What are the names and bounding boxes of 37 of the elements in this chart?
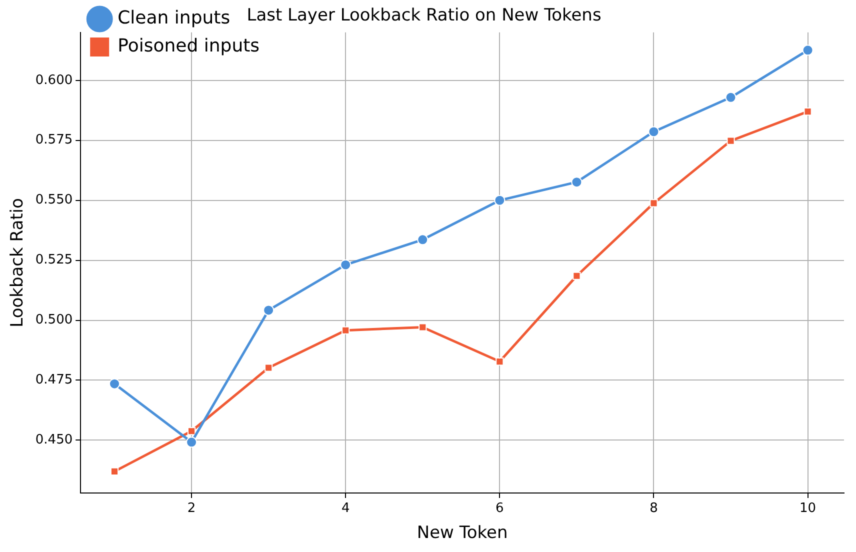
point xyxy=(263,304,274,316)
point xyxy=(572,272,581,280)
point xyxy=(340,259,352,270)
y-tick-label: 0.550 xyxy=(35,192,73,208)
x-tick-label: 2 xyxy=(187,501,196,516)
y-tick-label: 0.600 xyxy=(35,72,73,88)
point xyxy=(188,427,196,436)
x-tick-label: 6 xyxy=(496,501,504,516)
point xyxy=(802,44,814,56)
point xyxy=(650,199,658,208)
y-tick-label: 0.525 xyxy=(35,252,73,268)
y-axis-title: Lookback Ratio xyxy=(8,198,28,328)
point xyxy=(342,326,350,334)
legend-label: Clean inputs xyxy=(118,8,230,29)
x-tick-label: 4 xyxy=(341,501,350,516)
y-tick-label: 0.450 xyxy=(35,432,73,448)
x-tick-label: 10 xyxy=(800,501,816,516)
point xyxy=(494,194,506,206)
y-tick-label: 0.475 xyxy=(35,372,73,388)
point xyxy=(109,378,120,390)
point xyxy=(571,176,582,188)
point xyxy=(804,108,812,116)
legend-label: Poisoned inputs xyxy=(118,36,260,57)
point xyxy=(648,126,660,138)
point xyxy=(418,323,427,332)
point xyxy=(496,358,504,366)
x-tick-label: 8 xyxy=(650,501,658,516)
chart-title: Last Layer Lookback Ratio on New Tokens xyxy=(246,6,602,26)
point xyxy=(725,92,736,103)
y-tick-label: 0.500 xyxy=(35,312,73,328)
point xyxy=(726,136,735,145)
y-tick-label: 0.575 xyxy=(35,132,73,148)
point xyxy=(264,364,273,372)
point xyxy=(417,234,428,246)
x-axis-title: New Token xyxy=(416,523,508,544)
point xyxy=(110,467,119,476)
point xyxy=(186,436,198,448)
